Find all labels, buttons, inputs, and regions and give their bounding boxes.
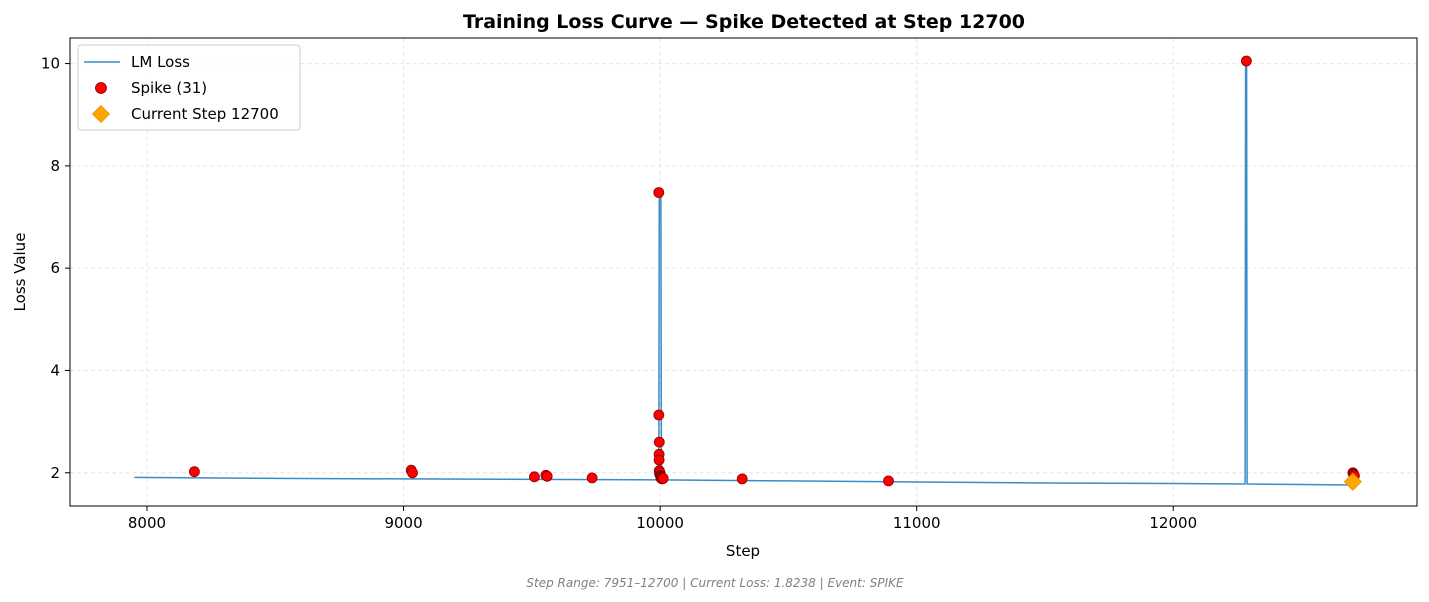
spike-point: [657, 472, 669, 484]
legend: LM Loss Spike (31) Current Step 12700: [77, 44, 301, 131]
legend-label-spike: Spike (31): [131, 79, 207, 97]
spike-point: [188, 466, 200, 478]
current-step-marker: [1343, 472, 1362, 491]
x-tick-label: 9000: [384, 514, 422, 532]
x-tick-label: 10000: [636, 514, 684, 532]
y-tick-label: 4: [50, 361, 60, 379]
chart-title: Training Loss Curve — Spike Detected at …: [463, 11, 1025, 33]
y-tick-label: 2: [50, 464, 60, 482]
legend-current-swatch: [91, 104, 111, 124]
footer-note: Step Range: 7951–12700 | Current Loss: 1…: [526, 576, 904, 590]
legend-label-current-step: Current Step 12700: [131, 105, 279, 123]
x-tick-label: 8000: [128, 514, 166, 532]
x-tick-label: 11000: [893, 514, 941, 532]
y-tick-label: 10: [41, 55, 60, 73]
spike-point: [653, 436, 665, 448]
grid-lines: [70, 38, 1417, 506]
legend-box: [77, 44, 301, 131]
legend-spike-swatch: [95, 82, 107, 94]
spike-point: [736, 473, 748, 485]
spike-point: [653, 187, 665, 198]
lm-loss-line: [134, 60, 1353, 486]
x-axis-label: Step: [726, 542, 760, 560]
y-tick-label: 6: [50, 259, 60, 277]
spike-point: [407, 467, 418, 479]
spike-point: [541, 470, 553, 482]
spike-point: [529, 471, 540, 483]
spike-point: [653, 409, 665, 421]
plot-area: [134, 55, 1362, 491]
x-tick-label: 12000: [1149, 514, 1197, 532]
legend-label-lm-loss: LM Loss: [131, 53, 190, 71]
spike-point: [586, 472, 598, 484]
spike-point: [883, 475, 894, 487]
plot-frame: [69, 37, 1418, 507]
y-tick-label: 8: [50, 157, 60, 175]
spike-point: [1241, 55, 1252, 67]
spike-point: [653, 454, 665, 466]
axis-ticks: 8000 9000 10000 11000 12000 2 4 6 8 10: [41, 55, 1197, 532]
y-axis-label: Loss Value: [11, 233, 29, 312]
